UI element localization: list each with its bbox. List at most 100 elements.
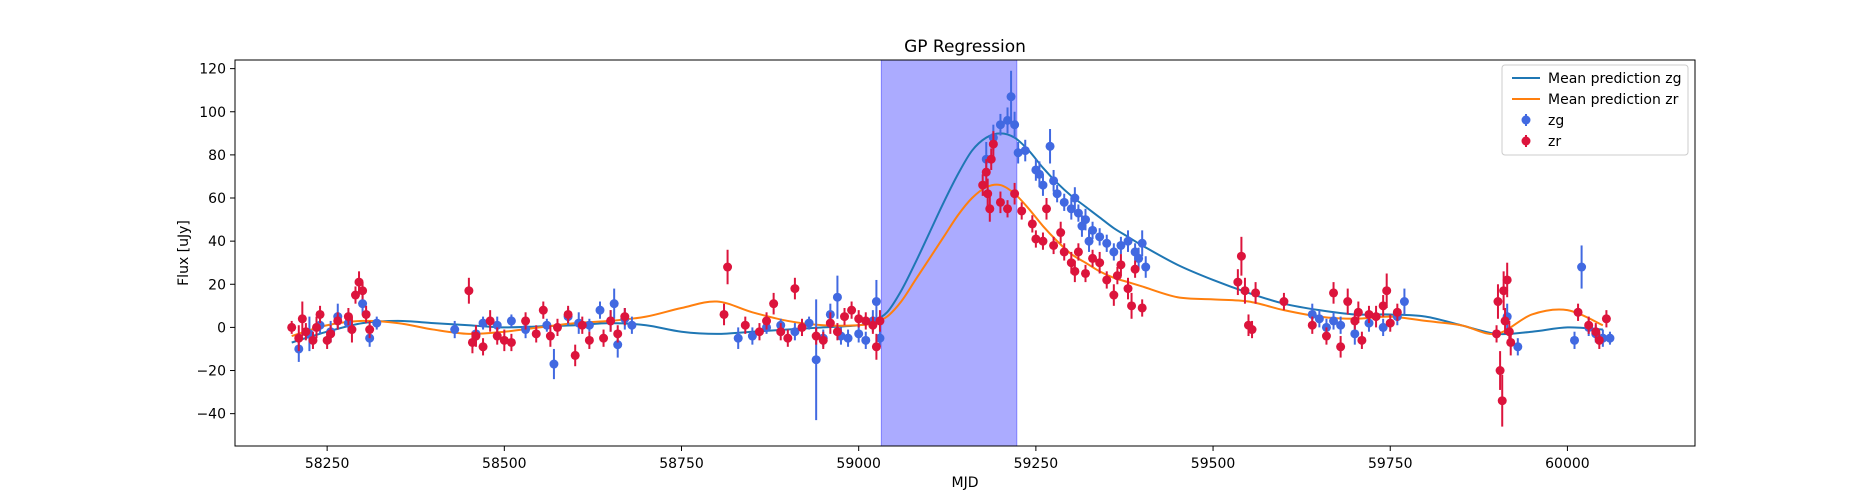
data-point-zg	[1137, 230, 1147, 257]
data-point-zr	[599, 329, 609, 347]
data-point-zr	[1031, 230, 1041, 248]
data-point-zg	[1066, 198, 1076, 220]
data-point-zr	[754, 323, 764, 341]
data-point-zr	[1502, 262, 1512, 298]
x-tick-label: 59750	[1368, 456, 1413, 472]
data-point-zg	[861, 331, 871, 349]
data-point-zr	[1601, 310, 1611, 328]
data-point-zr	[825, 312, 835, 334]
data-point-zr	[301, 323, 311, 341]
data-point-zr	[1127, 292, 1137, 319]
x-tick-label: 59250	[1014, 456, 1059, 472]
data-point-zg	[1052, 185, 1062, 203]
data-point-zr	[294, 325, 304, 352]
data-point-zr	[1073, 243, 1083, 261]
data-point-zg	[1095, 228, 1105, 246]
data-point-zg	[1084, 230, 1094, 252]
data-point-zr	[762, 312, 772, 330]
data-point-zr	[287, 320, 297, 334]
data-point-zg	[1045, 129, 1055, 164]
data-point-zr	[1336, 336, 1346, 358]
data-point-zr	[1591, 323, 1601, 341]
data-point-zg	[1010, 111, 1020, 138]
data-point-zr	[506, 333, 516, 352]
data-point-zr	[723, 249, 733, 285]
data-point-zr	[1279, 292, 1289, 311]
data-point-zr	[312, 316, 322, 339]
legend-swatch-zg-points	[1521, 114, 1531, 126]
legend-box	[1501, 64, 1689, 156]
data-point-zr	[790, 277, 800, 300]
y-axis-title: Flux [uJy]	[176, 220, 192, 286]
data-point-zr	[783, 329, 793, 347]
data-point-zg	[854, 325, 864, 343]
chart-title: GP Regression	[904, 37, 1026, 57]
data-point-zg	[790, 323, 800, 341]
x-axis-title: MJD	[952, 475, 979, 491]
x-tick-label: 58250	[305, 456, 350, 472]
data-point-zg	[1038, 174, 1048, 196]
data-point-zr	[499, 329, 509, 352]
data-point-zg	[584, 318, 594, 332]
data-point-zg	[875, 329, 885, 347]
data-point-zg	[804, 316, 814, 330]
data-point-zg	[506, 314, 516, 328]
data-point-zg	[1102, 234, 1112, 252]
data-point-zg	[1570, 331, 1580, 349]
x-tick-label: 59500	[1191, 456, 1236, 472]
data-point-zg	[1088, 221, 1098, 239]
data-point-zr	[1123, 277, 1133, 300]
x-tick-label: 58750	[659, 456, 704, 472]
data-point-zg	[1134, 247, 1144, 270]
data-point-zr	[740, 316, 750, 334]
data-point-zr	[1329, 282, 1339, 304]
legend-label-zr-points: zr	[1548, 134, 1561, 150]
data-point-zr	[1392, 303, 1402, 321]
data-point-zr	[1371, 305, 1381, 328]
data-point-zr	[1240, 277, 1250, 304]
data-point-zr	[308, 331, 318, 349]
data-point-zr	[1500, 307, 1510, 334]
data-point-zr	[985, 195, 995, 222]
data-point-zr	[1492, 325, 1502, 343]
data-point-zr	[577, 316, 587, 334]
data-point-zr	[1010, 182, 1020, 205]
x-tick-label: 58500	[482, 456, 527, 472]
data-point-zr	[1350, 312, 1360, 330]
data-point-zg	[1070, 187, 1080, 209]
data-point-zr	[1038, 232, 1048, 250]
data-point-zr	[797, 318, 807, 337]
data-point-zr	[854, 310, 864, 328]
data-point-zr	[1070, 260, 1080, 283]
data-point-zg	[1577, 245, 1587, 289]
data-point-zr	[315, 305, 325, 324]
data-point-zr	[1364, 305, 1374, 324]
data-point-zr	[1307, 316, 1317, 334]
data-point-zr	[478, 338, 488, 356]
data-point-zg	[1329, 312, 1339, 330]
data-point-zr	[875, 310, 885, 332]
shaded-span	[880, 60, 1018, 446]
data-point-zg	[1109, 243, 1119, 261]
data-point-zr	[847, 301, 857, 319]
data-point-zr	[358, 282, 368, 300]
data-point-zr	[545, 325, 555, 347]
y-tick-label: −40	[196, 407, 226, 423]
data-point-zg	[1020, 139, 1030, 162]
data-point-zr	[1321, 327, 1331, 345]
data-point-zr	[1584, 316, 1594, 334]
data-point-zg	[995, 113, 1005, 136]
data-point-zr	[981, 159, 991, 186]
legend: Mean prediction zg Mean prediction zr zg…	[1501, 64, 1689, 156]
y-tick-label: 120	[199, 62, 226, 78]
data-point-zr	[1049, 236, 1059, 255]
data-point-zr	[1116, 254, 1126, 276]
data-point-zr	[1506, 329, 1516, 356]
data-point-zr	[1003, 200, 1013, 218]
y-tick-label: 40	[208, 234, 226, 250]
data-point-zr	[1357, 331, 1367, 349]
data-point-zg	[1073, 204, 1083, 222]
data-point-zr	[485, 310, 495, 332]
data-point-zr	[978, 174, 988, 196]
